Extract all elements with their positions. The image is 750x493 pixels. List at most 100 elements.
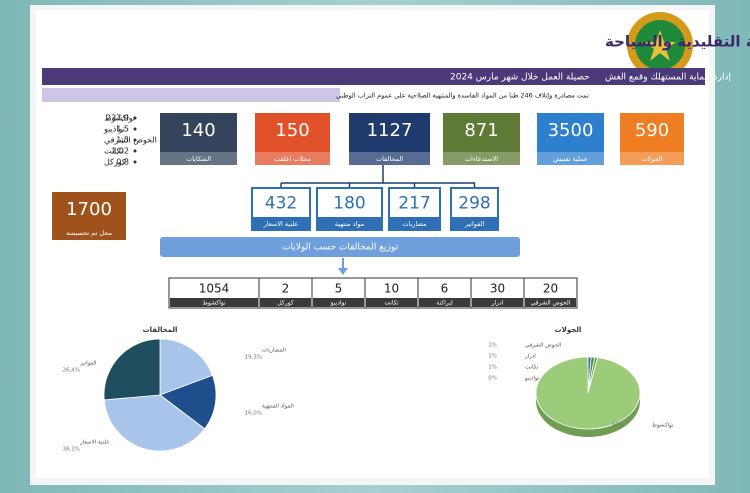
stat-label-bg [451, 217, 498, 230]
department: إدارة حماية المستهلك وقمع الغش [605, 73, 731, 83]
stat-label: علنية الاسعار [263, 220, 299, 228]
bullet [133, 127, 137, 131]
region-label-bg [170, 298, 258, 307]
stat-fill [160, 113, 237, 165]
stat-label: الاستدعاءات [465, 155, 498, 163]
region-label-bg [419, 298, 470, 307]
awareness-label: محل تم تحسيسه [66, 229, 112, 237]
slice-label: تكانت [525, 364, 539, 371]
stat-value: 1127 [367, 120, 413, 141]
summary-value: 1,02 [111, 147, 129, 156]
summary-bar [42, 88, 340, 102]
stat-value: 140 [181, 120, 215, 141]
slice-value: 1% [488, 343, 497, 349]
slice-label: المضاربات [262, 348, 286, 354]
pie-slice [535, 356, 641, 430]
slice-value: 0% [488, 376, 497, 382]
region-value: 5 [335, 282, 343, 296]
region-label: الحوض الشرقي [531, 300, 571, 307]
slice-label: علنية الاسعار [79, 440, 109, 446]
region-label: لبراكنة [436, 300, 453, 307]
arrow-head [338, 268, 348, 275]
summary-value: 1,5 [116, 125, 129, 134]
stat-label: الجولات [641, 155, 662, 163]
stat-label-bg [389, 217, 440, 230]
region-label: نواذيبو [330, 300, 347, 307]
stat-label: عملية تفتيش [553, 155, 588, 163]
bullet [133, 149, 137, 153]
region-value: 2 [282, 282, 290, 296]
region-label-bg [366, 298, 417, 307]
stat-label: الفواتير [464, 220, 485, 228]
period: حصيلة العمل خلال شهر مارس 2024 [450, 73, 590, 83]
region-label-bg [472, 298, 523, 307]
header-bar [42, 68, 705, 85]
stat-label-bg [317, 217, 382, 230]
stat-label: مواد منتهية [335, 220, 364, 228]
awareness-box [52, 192, 126, 240]
stat-label: الشكايات [186, 155, 211, 163]
stat-label-bg [160, 152, 237, 165]
stat-value: 3500 [548, 120, 594, 141]
slice-value: 16,0% [245, 411, 262, 417]
pie-slice [159, 374, 217, 430]
region-value: 6 [441, 282, 449, 296]
slice-label: الحوض الشرقي [525, 343, 562, 349]
stat-label-bg [537, 152, 604, 165]
slice-label: الفواتير [79, 361, 97, 367]
pie-title: المخالفات [143, 326, 178, 334]
pie-slice [103, 338, 161, 401]
stat-label-bg [252, 217, 310, 230]
region-label-bg [260, 298, 311, 307]
pie-slice [159, 338, 213, 396]
region-label-bg [313, 298, 364, 307]
slice-value: 97% [612, 423, 624, 429]
stat-label-bg [620, 152, 684, 165]
stat-label: مضاربات [402, 220, 426, 228]
stat-value: 590 [635, 120, 669, 141]
summary-value: 1,5 [116, 136, 129, 145]
summary-place: نواذيبو [103, 125, 125, 134]
region-label: تكانت [384, 300, 399, 307]
slice-label: المواد المنتهية [262, 404, 294, 410]
slice-value: 26,4% [63, 368, 80, 374]
stat-label-bg [443, 152, 520, 165]
stat-value: 150 [275, 120, 309, 141]
pie-slice [103, 394, 206, 452]
bullet [133, 116, 137, 120]
stat-label-bg [255, 152, 330, 165]
stat-value: 298 [458, 194, 490, 214]
stat-value: 432 [265, 194, 297, 214]
stat-fill [537, 113, 604, 165]
stat-fill [443, 113, 520, 165]
regions-title: توزيع المخالفات حسب الولايات [282, 243, 399, 253]
summary-value: 237,9 [106, 114, 129, 123]
slice-value: 38,3% [63, 447, 80, 453]
summary-place: كوركل [104, 158, 126, 167]
stat-fill [620, 113, 684, 165]
region-label-bg [525, 298, 576, 307]
slice-value: 1% [488, 354, 497, 360]
region-label: نواكشوط [202, 300, 226, 307]
summary-place: تكانت [104, 147, 123, 156]
stat-fill [349, 113, 430, 165]
region-label: كوركل [277, 300, 293, 307]
summary-place: نواكشوط [104, 114, 135, 123]
stat-value: 217 [398, 194, 430, 214]
region-label: ادرار [491, 300, 504, 307]
bullet [133, 138, 137, 142]
stat-value: 871 [464, 120, 498, 141]
region-value: 10 [384, 282, 399, 296]
logo-star [644, 30, 676, 61]
stat-fill [255, 113, 330, 165]
regions-bar [160, 237, 520, 257]
stat-value: 180 [333, 194, 365, 214]
slice-value: 1% [488, 365, 497, 371]
slice-value: 19,3% [245, 355, 262, 361]
slice-label: نواذيبو [524, 376, 540, 382]
stat-label: محلات اغلقت [274, 155, 311, 163]
region-value: 30 [490, 282, 505, 296]
summary-value: 0,8 [116, 158, 129, 167]
